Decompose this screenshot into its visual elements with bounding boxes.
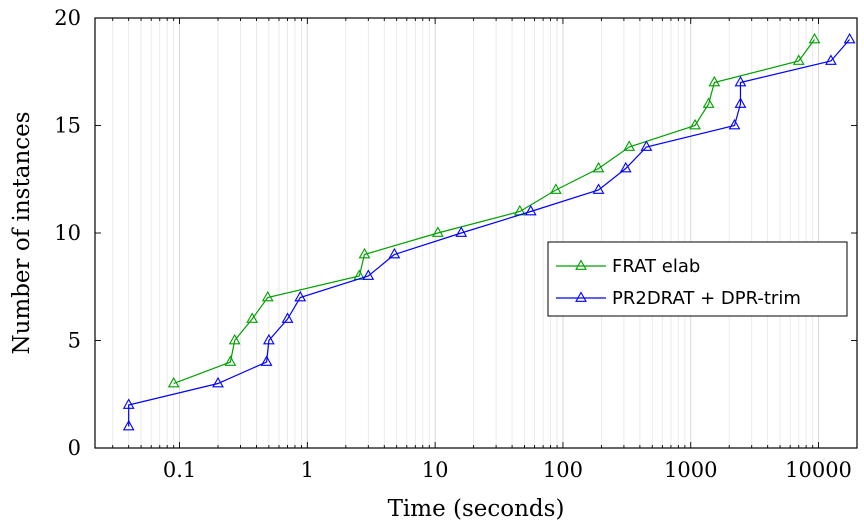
data-point xyxy=(358,247,371,259)
data-point xyxy=(734,75,747,87)
data-point xyxy=(167,376,180,388)
y-tick-label: 20 xyxy=(54,6,81,30)
series-lines xyxy=(122,32,856,431)
data-point xyxy=(825,54,837,65)
legend: FRAT elab PR2DRAT + DPR-trim xyxy=(547,241,848,317)
series-line xyxy=(128,39,851,427)
y-tick-label: 0 xyxy=(68,436,81,460)
data-point xyxy=(708,75,721,87)
data-point xyxy=(702,97,715,108)
data-point xyxy=(122,398,135,409)
data-point xyxy=(262,333,275,345)
x-tick-label: 10 xyxy=(422,458,449,482)
data-point xyxy=(843,32,856,44)
y-tick-label: 5 xyxy=(68,329,81,353)
grid xyxy=(112,18,858,448)
legend-marker xyxy=(575,291,587,302)
data-point xyxy=(281,312,294,323)
x-tick-label: 0.1 xyxy=(163,458,196,482)
x-tick-label: 10000 xyxy=(785,458,852,482)
data-point xyxy=(294,290,307,302)
series-1 xyxy=(167,32,821,388)
x-axis-title: Time (seconds) xyxy=(388,496,565,522)
data-point xyxy=(592,161,605,173)
legend-box xyxy=(547,241,848,317)
data-point xyxy=(689,118,701,130)
data-point xyxy=(619,161,632,173)
data-point xyxy=(224,355,237,366)
x-tick-label: 100 xyxy=(543,458,583,482)
data-point xyxy=(640,140,653,151)
axes xyxy=(94,17,858,449)
series-2 xyxy=(122,32,856,431)
data-point xyxy=(388,247,401,259)
legend-marker xyxy=(575,259,587,270)
data-point xyxy=(524,204,537,216)
y-tick-label: 10 xyxy=(54,221,81,245)
data-point xyxy=(212,376,224,388)
y-tick-label: 15 xyxy=(54,114,81,138)
x-tick-label: 1 xyxy=(301,458,314,482)
legend-label: FRAT elab xyxy=(612,256,700,277)
tick-labels: 0.1 1 10 100 1000 10000 0 5 10 15 20 xyxy=(54,6,852,482)
data-point xyxy=(592,183,605,194)
legend-label: PR2DRAT + DPR-trim xyxy=(612,288,801,309)
data-point xyxy=(228,333,241,345)
data-point xyxy=(122,419,135,431)
data-point xyxy=(728,118,741,130)
data-point xyxy=(362,269,375,280)
data-point xyxy=(792,54,805,65)
x-tick-label: 1000 xyxy=(664,458,717,482)
data-point xyxy=(455,226,468,237)
data-point xyxy=(734,97,747,108)
series-line xyxy=(173,39,815,385)
data-point xyxy=(549,183,562,194)
data-point xyxy=(261,290,274,302)
y-axis-title: Number of instances xyxy=(9,111,35,354)
data-point xyxy=(260,355,273,366)
data-point xyxy=(246,312,259,323)
data-point xyxy=(431,226,444,237)
data-point xyxy=(808,32,821,44)
data-point xyxy=(623,140,636,151)
